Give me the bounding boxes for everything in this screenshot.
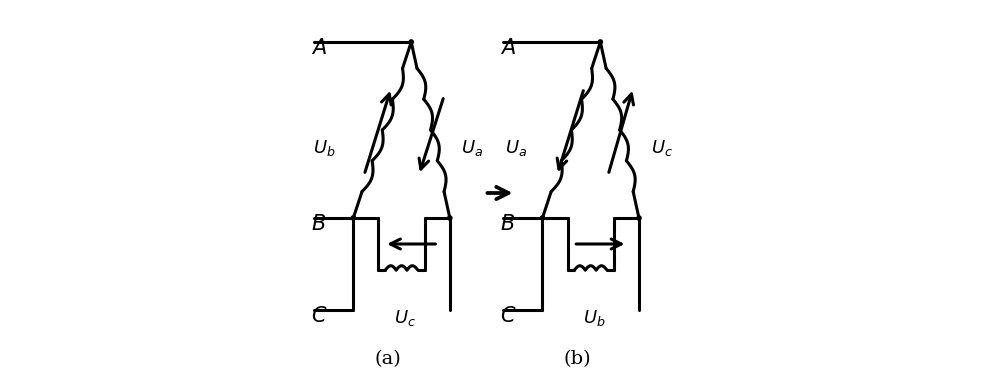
Text: $B$: $B$: [311, 214, 326, 234]
Text: (b): (b): [563, 350, 591, 368]
Text: $U_c$: $U_c$: [394, 308, 416, 328]
Circle shape: [637, 216, 641, 220]
Text: $U_a$: $U_a$: [505, 138, 527, 158]
Text: $U_c$: $U_c$: [651, 138, 673, 158]
Circle shape: [598, 40, 602, 44]
Text: $U_a$: $U_a$: [461, 138, 483, 158]
Circle shape: [409, 40, 413, 44]
Text: $C$: $C$: [311, 306, 327, 326]
Text: (a): (a): [375, 350, 401, 368]
Text: $A$: $A$: [311, 38, 327, 58]
Circle shape: [351, 216, 355, 220]
Text: $B$: $B$: [500, 214, 515, 234]
Text: $C$: $C$: [500, 306, 516, 326]
Text: $U_b$: $U_b$: [583, 308, 606, 328]
Circle shape: [540, 216, 545, 220]
Text: $U_b$: $U_b$: [313, 138, 336, 158]
Text: $A$: $A$: [500, 38, 516, 58]
Circle shape: [448, 216, 452, 220]
